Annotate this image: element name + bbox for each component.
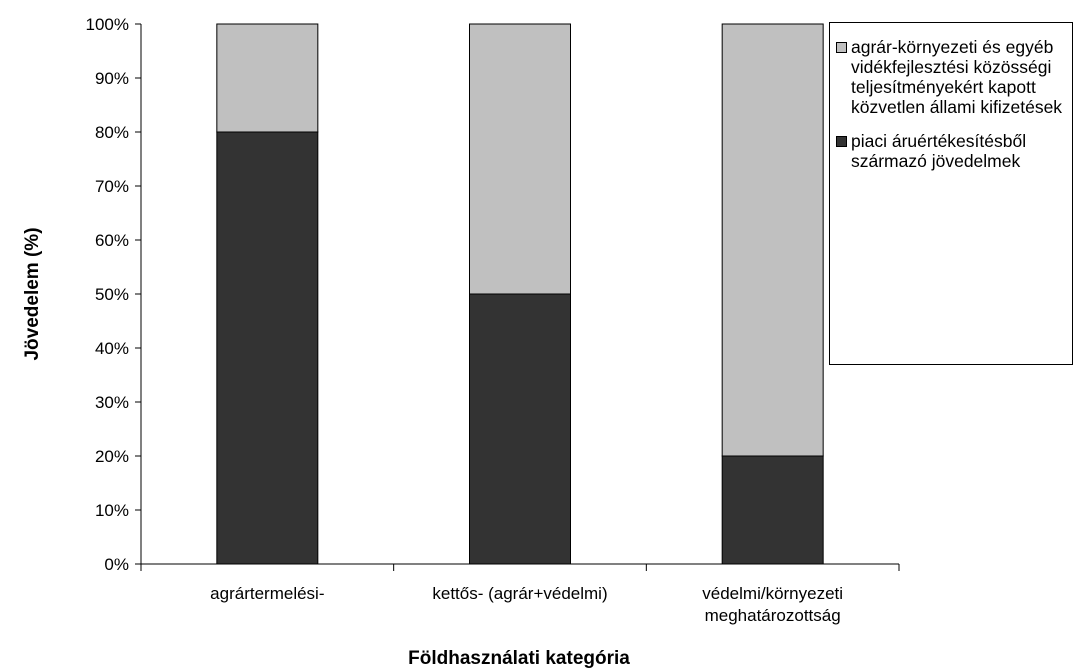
- y-tick-label: 30%: [95, 393, 129, 412]
- x-axis-title: Földhasználati kategória: [408, 648, 630, 668]
- bar-segment-payments: [721, 23, 824, 457]
- legend-label-payments: agrár-környezeti és egyéb vidékfejleszté…: [851, 37, 1063, 117]
- y-tick-label: 100%: [86, 15, 129, 34]
- legend-label-market-income: piaci áruértékesítésből származó jövedel…: [851, 131, 1027, 171]
- x-tick-label: agrártermelési-: [210, 584, 324, 603]
- bar-segment-market-income: [216, 131, 319, 565]
- x-tick-label: kettős- (agrár+védelmi): [432, 584, 607, 603]
- y-tick-label: 50%: [95, 285, 129, 304]
- y-axis-title: Jövedelem (%): [22, 227, 43, 360]
- y-tick-label: 90%: [95, 69, 129, 88]
- legend-item: piaci áruértékesítésből származó jövedel…: [836, 131, 1066, 171]
- legend-swatch-payments: [836, 42, 847, 53]
- y-tick-label: 0%: [104, 555, 129, 574]
- legend: agrár-környezeti és egyéb vidékfejleszté…: [829, 22, 1073, 365]
- legend-swatch-market-income: [836, 136, 847, 147]
- y-tick-label: 10%: [95, 501, 129, 520]
- y-tick-label: 80%: [95, 123, 129, 142]
- y-tick-label: 20%: [95, 447, 129, 466]
- bar-segment-payments: [216, 23, 319, 133]
- x-tick-label: védelmi/környezeti meghatározottság: [702, 584, 843, 625]
- legend-item: agrár-környezeti és egyéb vidékfejleszté…: [836, 37, 1066, 117]
- y-tick-label: 60%: [95, 231, 129, 250]
- bar-segment-payments: [469, 23, 571, 295]
- bar-segment-market-income: [721, 455, 824, 565]
- bar-segment-market-income: [469, 293, 571, 565]
- y-tick-label: 40%: [95, 339, 129, 358]
- y-tick-label: 70%: [95, 177, 129, 196]
